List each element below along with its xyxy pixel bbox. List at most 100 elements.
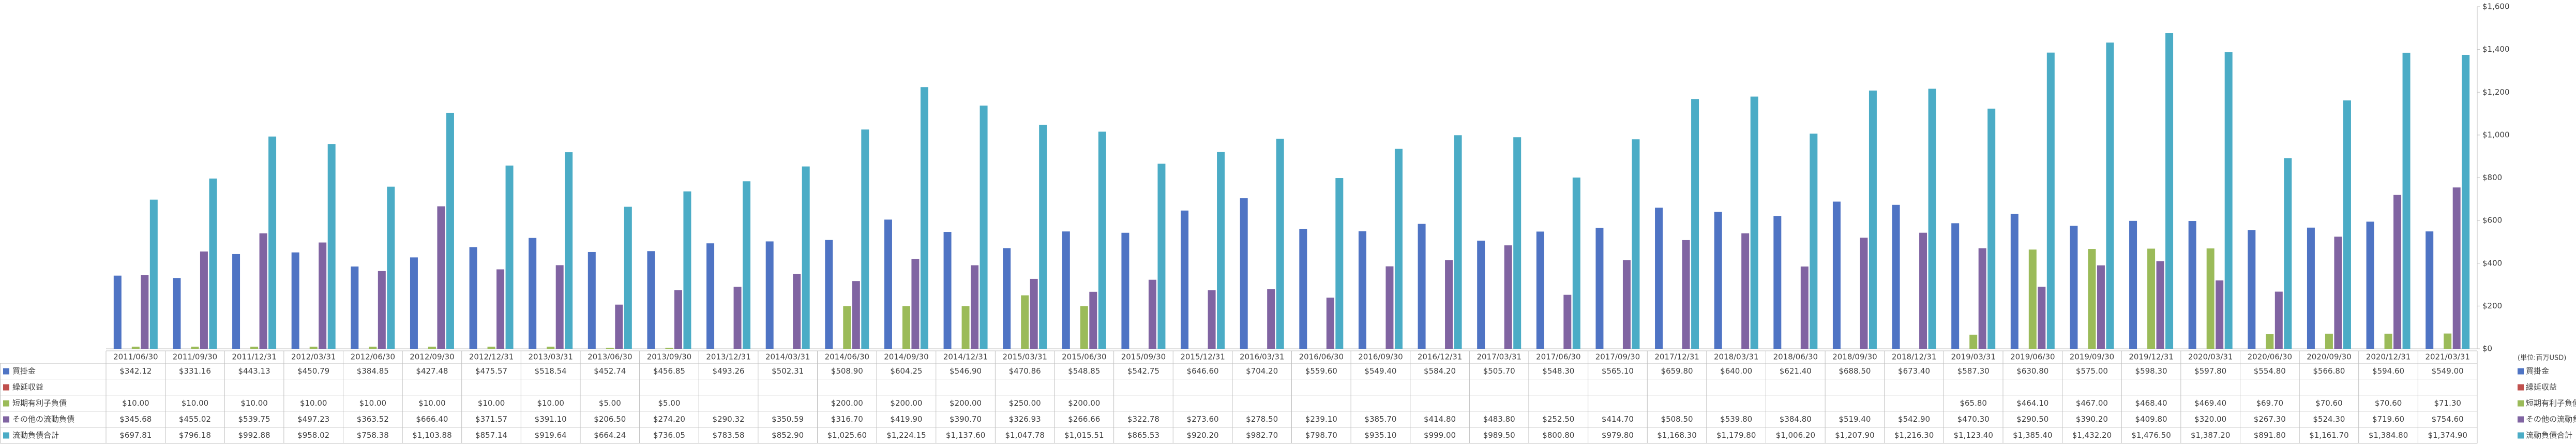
- bar: [387, 186, 395, 349]
- table-cell: $1,006.20: [1776, 431, 1815, 440]
- x-tick-label: 2016/03/31: [1240, 352, 1284, 362]
- bar: [674, 290, 682, 349]
- table-cell: $865.53: [1127, 431, 1159, 440]
- table-cell: $1,047.78: [1005, 431, 1045, 440]
- bar: [1691, 99, 1699, 349]
- bar: [1030, 278, 1038, 349]
- table-cell: $1,476.50: [2131, 431, 2171, 440]
- x-tick-label: 2013/06/30: [587, 352, 632, 362]
- bar: [496, 269, 505, 349]
- x-tick-label: 2016/09/30: [1358, 352, 1403, 362]
- table-cell: $549.40: [1364, 366, 1396, 376]
- x-tick-label: 2020/06/30: [2248, 352, 2292, 362]
- x-tick-label: 2014/09/30: [884, 352, 928, 362]
- table-cell: $455.02: [179, 415, 211, 424]
- x-tick-label: 2013/03/31: [528, 352, 573, 362]
- bar: [1622, 260, 1631, 349]
- table-cell: $483.80: [1483, 415, 1515, 424]
- table-cell: $239.10: [1305, 415, 1337, 424]
- table-cell: $783.58: [713, 431, 745, 440]
- table-cell: $1,123.40: [1954, 431, 1993, 440]
- bar: [1039, 125, 1047, 349]
- bar: [113, 275, 122, 349]
- x-tick-label: 2015/03/31: [1002, 352, 1047, 362]
- bar: [2010, 214, 2018, 349]
- table-cell: $468.40: [2135, 398, 2167, 408]
- table-cell: $414.80: [1424, 415, 1456, 424]
- bar: [2248, 230, 2256, 349]
- bar: [547, 346, 555, 349]
- table-row-label: 繰延収益: [12, 382, 43, 392]
- bar: [2307, 227, 2315, 349]
- y-tick-label: $200: [2482, 301, 2502, 310]
- table-cell: $919.64: [535, 431, 567, 440]
- table-row-label: その他の流動負債: [12, 415, 74, 424]
- x-tick-label: 2018/09/30: [1832, 352, 1877, 362]
- bar: [587, 251, 596, 349]
- legend-label: 繰延収益: [2526, 382, 2557, 392]
- x-tick-label: 2017/06/30: [1536, 352, 1580, 362]
- bar: [2452, 187, 2461, 349]
- table-cell: $754.60: [2432, 415, 2464, 424]
- bar: [1750, 96, 1758, 349]
- x-tick-label: 2019/06/30: [2010, 352, 2055, 362]
- table-cell: $548.85: [1068, 366, 1100, 376]
- bar: [1572, 177, 1580, 349]
- bar: [1741, 233, 1750, 349]
- table-cell: $10.00: [122, 398, 149, 408]
- table-cell: $546.90: [950, 366, 982, 376]
- table-cell: $518.54: [535, 366, 567, 376]
- bar: [1682, 240, 1690, 349]
- table-cell: $5.00: [599, 398, 621, 408]
- table-cell: $565.10: [1602, 366, 1634, 376]
- table-cell: $70.60: [2375, 398, 2402, 408]
- bar: [606, 347, 614, 349]
- x-tick-label: 2012/12/31: [469, 352, 514, 362]
- table-cell: $10.00: [537, 398, 564, 408]
- table-cell: $464.10: [2016, 398, 2048, 408]
- table-key: [3, 384, 9, 391]
- x-tick-label: 2014/12/31: [943, 352, 988, 362]
- bar: [2188, 221, 2196, 349]
- bar: [2156, 261, 2164, 349]
- table-cell: $70.60: [2315, 398, 2343, 408]
- table-cell: $736.05: [653, 431, 685, 440]
- bar: [2266, 334, 2274, 349]
- bar: [2334, 236, 2342, 349]
- bar: [1418, 224, 1426, 349]
- x-tick-label: 2015/12/31: [1180, 352, 1225, 362]
- table-cell: $640.00: [1720, 366, 1752, 376]
- table-cell: $958.02: [297, 431, 329, 440]
- bar: [706, 243, 715, 349]
- x-tick-label: 2019/03/31: [1951, 352, 1995, 362]
- table-cell: $350.59: [772, 415, 804, 424]
- x-tick-label: 2016/12/31: [1418, 352, 1462, 362]
- bar: [437, 206, 445, 349]
- bar: [565, 152, 573, 349]
- bar: [647, 251, 655, 349]
- x-tick-label: 2012/09/30: [410, 352, 454, 362]
- table-cell: $5.00: [658, 398, 680, 408]
- bar: [2088, 249, 2096, 349]
- table-cell: $10.00: [182, 398, 209, 408]
- bar: [2129, 220, 2137, 349]
- table-cell: $646.60: [1187, 366, 1219, 376]
- table-cell: $469.40: [2194, 398, 2226, 408]
- table-cell: $385.70: [1364, 415, 1396, 424]
- bar: [555, 265, 564, 349]
- legend-key: [2518, 384, 2524, 391]
- bar: [1773, 216, 1782, 349]
- bar: [1098, 131, 1106, 349]
- bar: [1148, 279, 1156, 349]
- table-cell: $414.70: [1602, 415, 1634, 424]
- table-cell: $450.79: [297, 366, 329, 376]
- table-cell: $322.78: [1127, 415, 1159, 424]
- table-cell: $273.60: [1187, 415, 1219, 424]
- table-cell: $594.60: [2372, 366, 2404, 376]
- bar: [2097, 265, 2105, 349]
- bar: [1632, 139, 1640, 349]
- table-cell: $267.30: [2254, 415, 2286, 424]
- legend-key: [2518, 368, 2524, 375]
- bar: [319, 242, 327, 349]
